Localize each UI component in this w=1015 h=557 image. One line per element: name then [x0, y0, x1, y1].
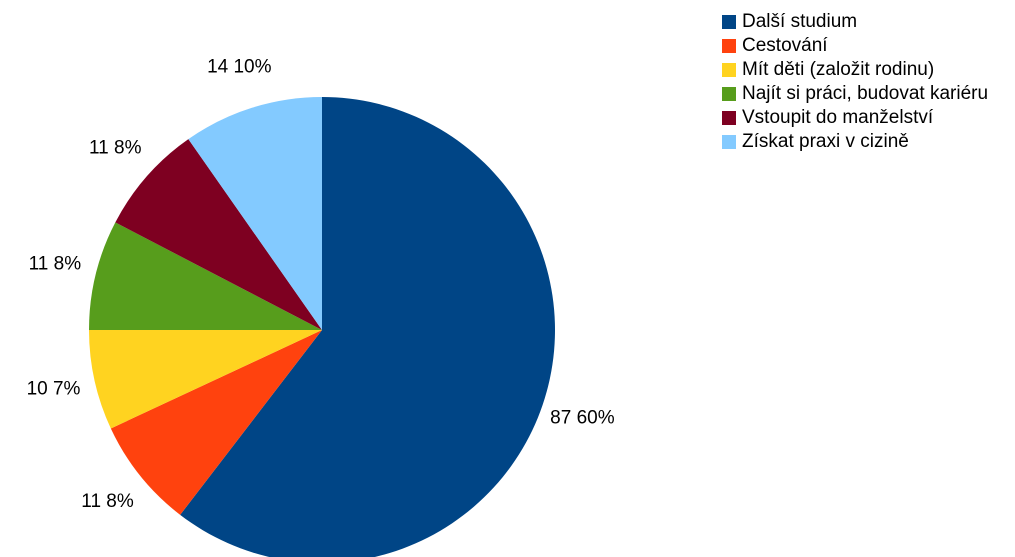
pie-slice	[89, 330, 322, 429]
legend-label: Najít si práci, budovat kariéru	[742, 83, 989, 104]
legend-item: Cestování	[720, 34, 996, 58]
data-label: 14 10%	[207, 57, 272, 78]
legend-label: Mít děti (založit rodinu)	[742, 59, 935, 80]
legend-label: Cestování	[742, 35, 828, 56]
legend-item: Vstoupit do manželství	[720, 106, 996, 130]
data-label: 10 7%	[27, 379, 81, 400]
data-label: 87 60%	[550, 407, 615, 428]
pie-slice	[110, 330, 322, 515]
pie-slice	[115, 139, 322, 330]
legend-item: Získat praxi v cizině	[720, 130, 996, 154]
pie-slice	[89, 222, 322, 330]
legend-swatch	[722, 135, 736, 149]
legend-label: Získat praxi v cizině	[742, 131, 909, 152]
legend-swatch	[722, 87, 736, 101]
data-label: 11 8%	[81, 491, 134, 512]
legend-swatch	[722, 15, 736, 29]
pie-slice	[188, 97, 322, 330]
data-label: 11 8%	[89, 138, 142, 159]
legend-swatch	[722, 63, 736, 77]
legend-item: Najít si práci, budovat kariéru	[720, 82, 996, 106]
legend-item: Další studium	[720, 10, 996, 34]
legend: Další studium Cestování Mít děti (založit …	[720, 10, 996, 154]
legend-label: Další studium	[742, 11, 858, 32]
legend-swatch	[722, 39, 736, 53]
pie-slice	[180, 97, 556, 557]
data-label: 11 8%	[29, 254, 82, 275]
legend-swatch	[722, 111, 736, 125]
legend-item: Mít děti (založit rodinu)	[720, 58, 996, 82]
legend-label: Vstoupit do manželství	[742, 107, 934, 128]
